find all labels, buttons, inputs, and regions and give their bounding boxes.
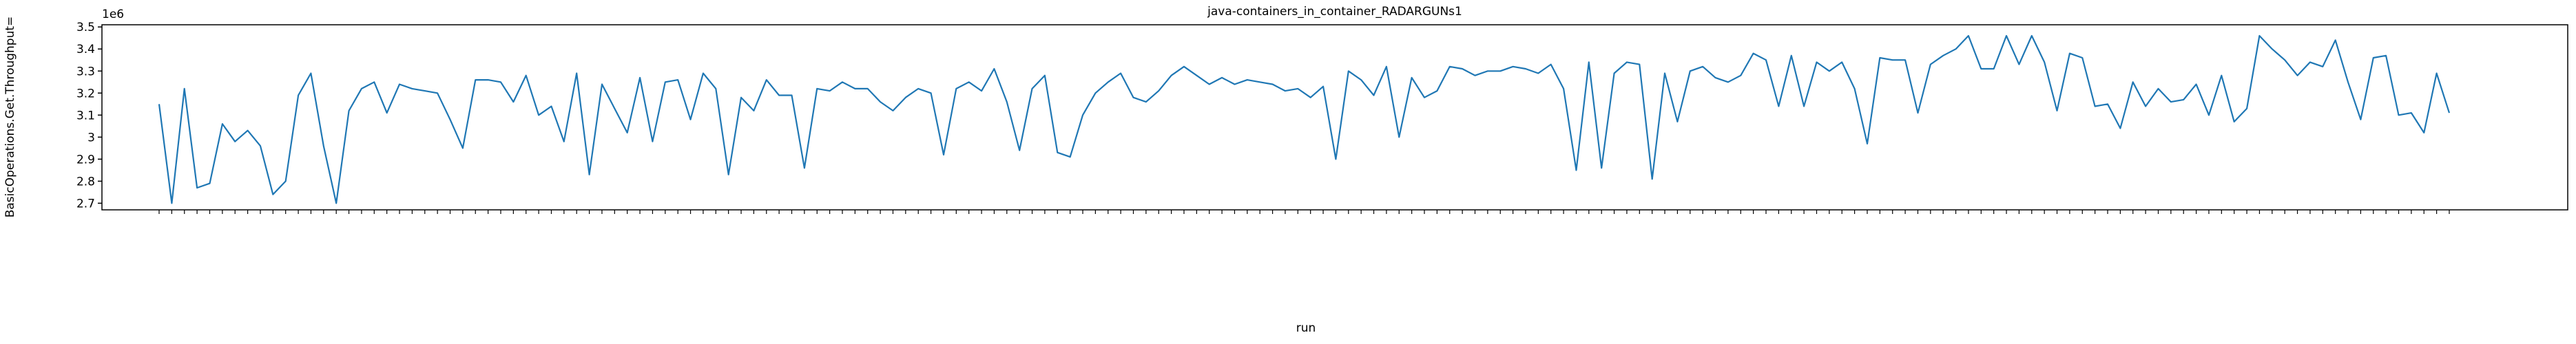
y-tick-label: 3.4: [76, 43, 95, 56]
y-tick-label: 2.8: [76, 175, 95, 189]
y-tick-label: 3.5: [76, 21, 95, 34]
y-tick-label: 3: [87, 131, 95, 144]
x-axis-label: run: [1296, 321, 1316, 335]
y-tick-label: 2.7: [76, 197, 95, 211]
y-tick-label: 3.1: [76, 109, 95, 122]
y-offset-label: 1e6: [102, 8, 124, 21]
y-tick-label: 2.9: [76, 153, 95, 166]
y-tick-label: 3.2: [76, 87, 95, 100]
y-tick-label: 3.3: [76, 65, 95, 78]
plot-frame: [101, 24, 2568, 211]
y-axis-label: BasicOperations.Get.Throughput=: [3, 17, 17, 218]
data-line: [158, 34, 2451, 204]
chart-title: java-containers_in_container_RADARGUNs1: [1207, 5, 1462, 19]
